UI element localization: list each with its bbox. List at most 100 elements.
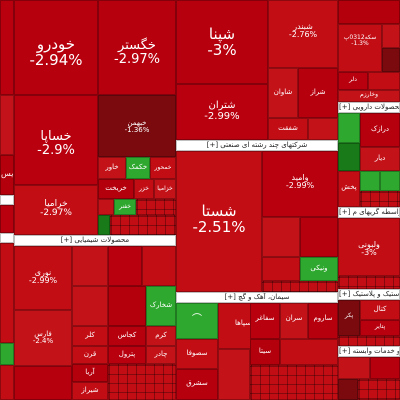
treemap-small-tiles-transport[interactable] [358, 379, 400, 400]
treemap-tile-shetran[interactable]: شتران -2.99% [176, 84, 268, 140]
treemap-tile-ketal[interactable]: کتال [360, 300, 400, 320]
treemap-tile-kaldar[interactable]: کلر [72, 326, 108, 346]
treemap-tile-chem-f[interactable] [108, 286, 146, 326]
treemap-tile-seran[interactable]: سران [280, 303, 308, 339]
sector-header-chemical[interactable]: [+] محصولات شیمیایی [14, 235, 176, 246]
treemap-tile-shasta[interactable]: شستا -2.51% [176, 151, 262, 292]
treemap-tile-vamid[interactable]: وامید -2.99% [262, 151, 338, 217]
treemap-tile-left-edge-6[interactable] [0, 343, 14, 365]
treemap-tile-quran[interactable]: قرن [72, 346, 108, 364]
treemap-tile-mid-small-1[interactable] [308, 118, 338, 140]
sector-header-pharma[interactable]: [+] مواد و محصولات دارویی [338, 102, 400, 113]
treemap-tile-chem-c[interactable] [108, 246, 142, 286]
treemap-tile-dalor[interactable]: دلر [338, 72, 368, 90]
treemap-tile-left-edge-1[interactable] [0, 0, 14, 95]
treemap-tile-right-top-c[interactable] [382, 48, 400, 72]
treemap-tile-darak[interactable]: درازک [360, 113, 400, 147]
treemap-tile-sefaghar[interactable]: سفاغر [250, 303, 280, 339]
treemap-tile-khafar[interactable]: خفنر [114, 199, 136, 215]
treemap-tile-vakharazm[interactable]: وخارزم [338, 90, 400, 102]
treemap-small-tiles-rubber[interactable] [338, 336, 400, 346]
treemap-tile-saroum[interactable]: ساروم [308, 303, 338, 339]
treemap-tile-right-top-d[interactable] [368, 72, 400, 90]
treemap-tile-khodro[interactable]: خودرو -2.94% [14, 0, 98, 95]
treemap-tile-pakhsh[interactable]: پخش [338, 171, 360, 207]
treemap-tile-shavan[interactable]: شاوان [268, 68, 298, 118]
treemap-tile-chadar[interactable]: چادر [146, 346, 176, 364]
treemap-small-tiles-multi-industry[interactable] [262, 281, 338, 292]
treemap-tile-kharipetra[interactable]: پترول [108, 346, 146, 364]
treemap-tile-cement-green[interactable]: ⌒ [176, 303, 218, 339]
treemap-tile-khesapa[interactable]: خساپا -2.9% [14, 95, 98, 185]
treemap-tile-chem-d[interactable] [142, 246, 176, 286]
treemap-tile-pharma-green-3[interactable] [380, 171, 400, 191]
sector-header-rubber-plastic[interactable]: [+] لاستیک و پلاستیک [338, 289, 400, 300]
treemap-tile-transport-c[interactable] [338, 379, 358, 400]
treemap-tile-khakam[interactable]: خکمک [126, 157, 150, 179]
treemap-small-tiles-chemical[interactable] [108, 364, 176, 400]
treemap-tile-keria[interactable]: آریا [72, 364, 108, 382]
treemap-tile-chem-e[interactable] [72, 286, 108, 326]
treemap-tile-pekar[interactable]: پکر [338, 300, 360, 336]
treemap-tile-khavar[interactable]: خاور [98, 157, 126, 179]
treemap-tile-transport-b[interactable] [370, 357, 400, 379]
treemap-tile-sekhuz[interactable]: سکه0312پ -1.3% [338, 24, 382, 72]
treemap-tile-left-edge-5[interactable] [0, 243, 14, 343]
sector-header-cement[interactable]: [+] سیمان، آهک و گچ [176, 292, 338, 303]
treemap-tile-khebahman[interactable]: خبهمن -1.36% [98, 95, 176, 157]
sector-header-left-edge[interactable] [0, 195, 14, 205]
treemap-tile-chem-b[interactable] [72, 246, 108, 286]
treemap-tile-mid-a[interactable] [262, 217, 300, 257]
treemap-tile-dibar[interactable]: دیار [360, 147, 400, 171]
treemap-tile-pharma-a[interactable] [338, 143, 360, 171]
treemap-tile-khazar[interactable]: خزر [134, 179, 154, 199]
sector-header-left-edge-2[interactable] [0, 233, 14, 243]
treemap-small-tiles-khodro[interactable] [110, 215, 176, 235]
treemap-tile-sita[interactable]: سیتا [250, 339, 280, 365]
sector-header-multi-industry[interactable]: [+] شرکتهای چند رشته ای صنعتی [176, 140, 338, 151]
treemap-tile-sesharg[interactable]: سشرق [176, 369, 218, 400]
treemap-tile-khemehvar[interactable]: خزامیا [154, 179, 176, 199]
sector-header-transport-services[interactable]: [+] حمل و نقل و خدمات وابسته [338, 346, 400, 357]
treemap-tile-chem-a[interactable] [14, 366, 72, 400]
treemap-tile-noori[interactable]: نوری -2.99% [14, 246, 72, 310]
treemap-tile-mid-c[interactable] [262, 257, 300, 281]
treemap-tile-khosh[interactable] [98, 199, 114, 215]
treemap-tile-cement-b[interactable] [280, 339, 338, 365]
treemap-tile-petaer[interactable]: پتایر [360, 320, 400, 336]
treemap-tile-kheshab[interactable]: خمحور [150, 157, 176, 179]
treemap-small-tiles-brokers[interactable] [338, 276, 400, 289]
tile-symbol: شپنا [208, 25, 236, 43]
treemap-small-tiles-cement[interactable] [250, 365, 338, 400]
treemap-tile-kh2[interactable] [98, 215, 110, 235]
treemap-tile-kerman[interactable]: کرم [146, 326, 176, 346]
treemap-tile-mid-b[interactable] [300, 217, 338, 257]
treemap-tile-cement-c[interactable] [218, 349, 250, 400]
treemap-tile-pharma-green-2[interactable] [360, 171, 380, 191]
treemap-small-tiles-khodro-2[interactable] [136, 199, 176, 215]
treemap-tile-pharma-green-1[interactable] [338, 113, 360, 143]
treemap-tile-transport-a[interactable] [338, 357, 370, 379]
treemap-tile-sesofahan[interactable]: سصوفا [176, 339, 218, 369]
treemap-tile-left-edge-3[interactable]: ویس [0, 155, 14, 195]
treemap-tile-shapna[interactable]: شپنا -3% [176, 0, 268, 84]
treemap-tile-khenra[interactable]: خریخت [98, 179, 134, 199]
sector-header-transport-brokers[interactable]: [+] حمل و نقل و واسطه گریهای م [338, 207, 400, 218]
treemap-tile-sheraz[interactable]: شراز [298, 68, 338, 118]
treemap-tile-shebandar[interactable]: شبندر -2.76% [268, 0, 338, 68]
treemap-tile-kharamia[interactable]: خرامیا -2.97% [14, 185, 98, 235]
treemap-tile-right-top-b[interactable] [382, 24, 400, 48]
treemap-tile-vanik[interactable]: ونیکی [300, 257, 338, 281]
treemap-tile-keshiraz[interactable]: شیراز [72, 382, 108, 400]
treemap-tile-shakharak[interactable]: شخارک [146, 286, 176, 326]
treemap-tile-right-top-a[interactable] [338, 0, 400, 24]
treemap-tile-left-edge-7[interactable] [0, 365, 14, 400]
treemap-tile-valbuni[interactable]: ولبونی -3% [338, 218, 400, 276]
treemap-tile-khegostar[interactable]: خگستر -2.97% [98, 0, 176, 95]
treemap-small-tiles-pharma[interactable] [360, 191, 400, 207]
treemap-tile-farsi[interactable]: فارس -2.4% [14, 310, 72, 366]
treemap-tile-kahesht[interactable]: کجاس [108, 326, 146, 346]
treemap-tile-left-edge-4[interactable] [0, 205, 14, 233]
treemap-tile-shaghat[interactable]: شفقت [268, 118, 308, 140]
treemap-tile-left-edge-2[interactable] [0, 95, 14, 155]
